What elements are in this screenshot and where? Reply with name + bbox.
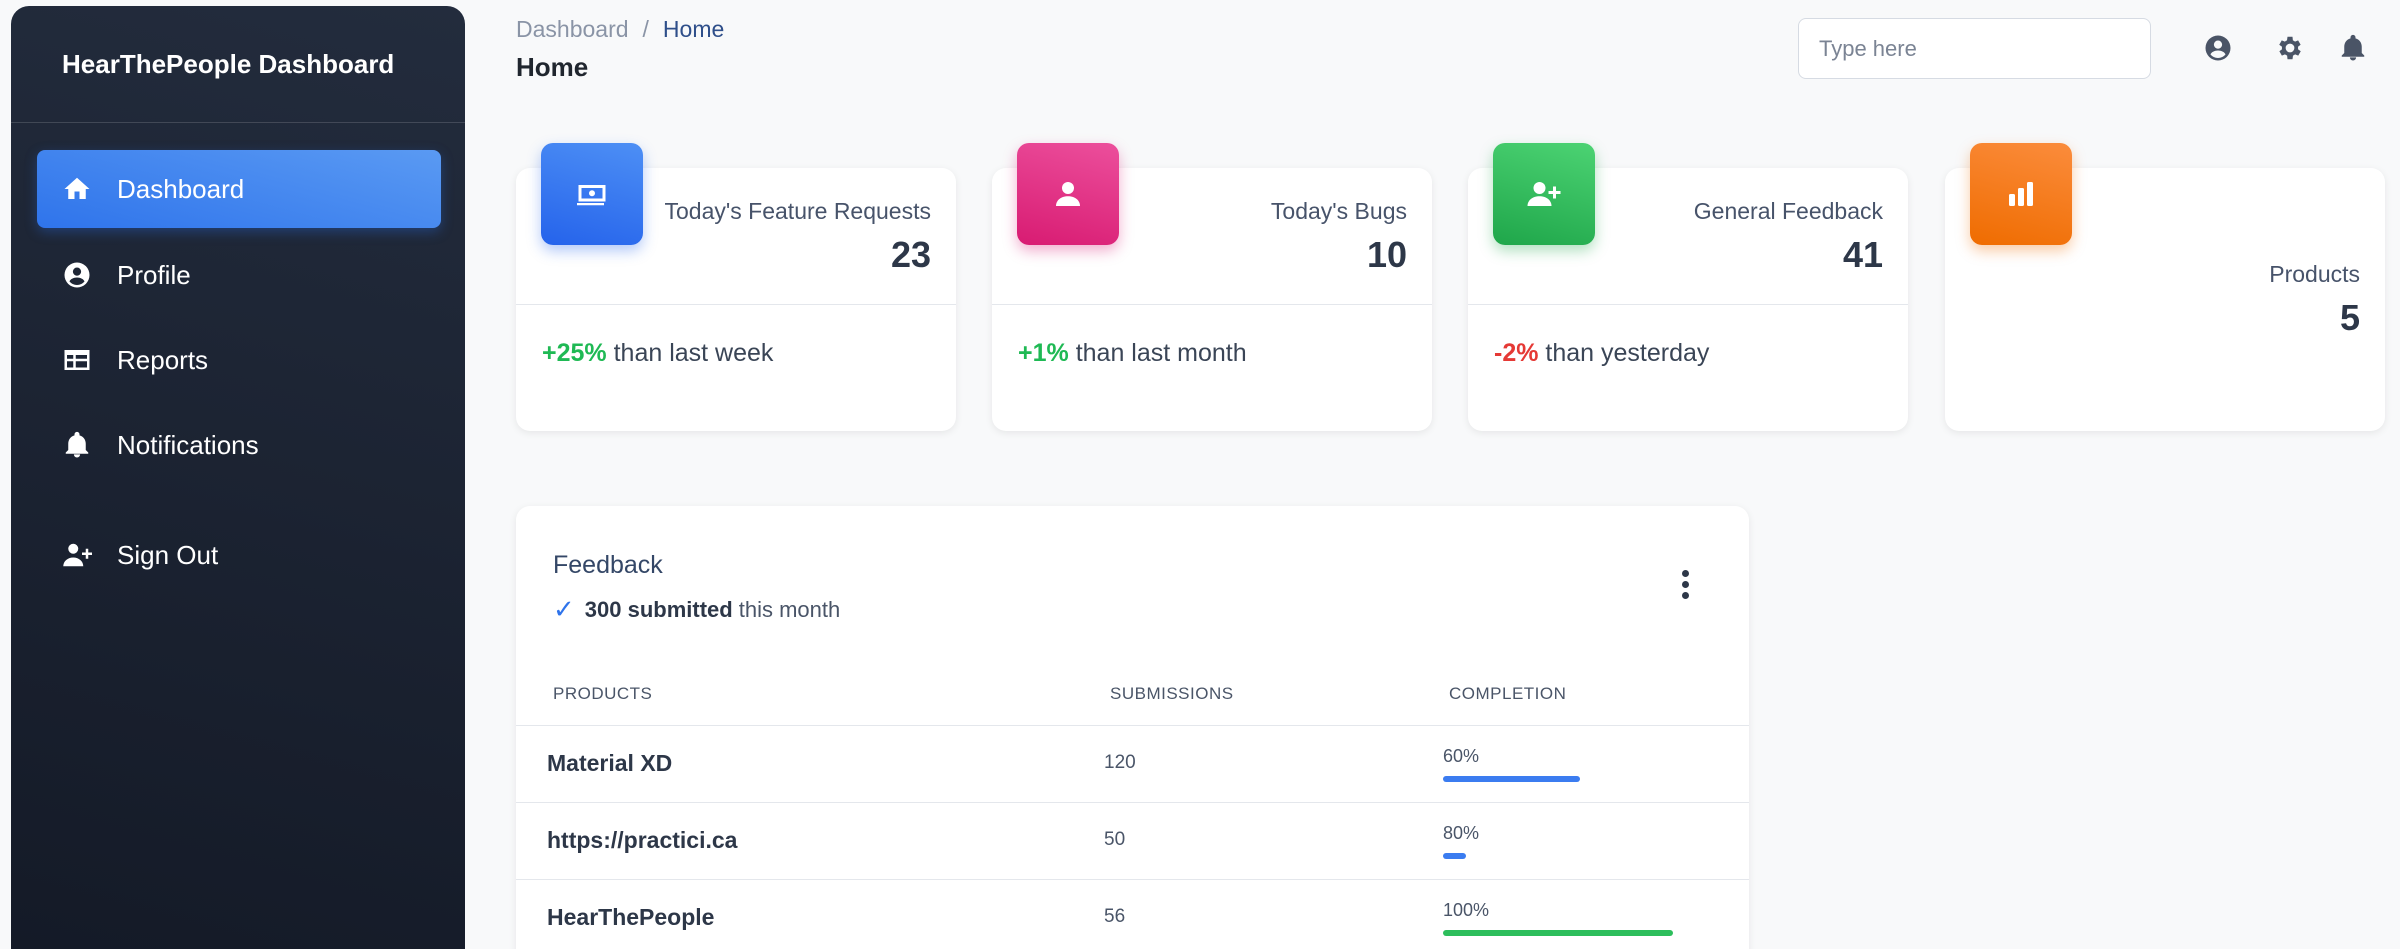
sidebar-item-reports[interactable]: Reports: [37, 321, 441, 399]
submitted-suffix: this month: [738, 596, 841, 622]
sidebar-item-dashboard[interactable]: Dashboard: [37, 150, 441, 228]
sidebar-item-label: Dashboard: [117, 173, 245, 204]
submission-count: 50: [1104, 829, 1126, 850]
stat-delta: -2%: [1494, 339, 1539, 367]
breadcrumb-separator: /: [642, 16, 649, 42]
stat-card-feature-requests: Today's Feature Requests 23 +25% than la…: [516, 143, 956, 431]
notifications-bell-icon[interactable]: [2338, 33, 2368, 63]
table-row[interactable]: HearThePeople 56 100%: [516, 879, 1749, 949]
breadcrumb-dashboard[interactable]: Dashboard: [516, 16, 629, 42]
panel-subtitle: ✓ 300 submitted this month: [553, 594, 840, 625]
column-header-submissions: SUBMISSIONS: [1110, 684, 1234, 703]
stat-footer: +1% than last month: [1018, 339, 1247, 368]
stat-card-general-feedback: General Feedback 41 -2% than yesterday: [1468, 143, 1908, 431]
completion-percent: 60%: [1443, 746, 1480, 766]
stat-card-bugs: Today's Bugs 10 +1% than last month: [992, 143, 1432, 431]
stat-label: Products: [2269, 261, 2360, 287]
user-plus-icon: [61, 539, 93, 571]
stat-footer: +25% than last week: [542, 339, 773, 368]
settings-gear-icon[interactable]: [2275, 33, 2305, 63]
person-add-icon: [1493, 143, 1595, 245]
sidebar-item-label: Profile: [117, 259, 191, 290]
page-title: Home: [516, 52, 589, 82]
submitted-count: 300 submitted: [584, 596, 733, 622]
sidebar-item-label: Sign Out: [117, 539, 219, 570]
stat-card-products: Products 5: [1945, 143, 2385, 431]
brand-title[interactable]: HearThePeople Dashboard: [11, 6, 465, 123]
breadcrumb-home: Home: [662, 16, 725, 42]
completion-percent: 80%: [1443, 823, 1480, 843]
stat-delta-text: than yesterday: [1545, 339, 1710, 367]
product-name: Material XD: [547, 750, 673, 776]
feedback-panel: Feedback ✓ 300 submitted this month PROD…: [516, 506, 1749, 949]
table-row[interactable]: Material XD 120 60%: [516, 725, 1749, 802]
stat-delta-text: than last week: [613, 339, 774, 367]
sidebar-item-notifications[interactable]: Notifications: [37, 406, 441, 484]
stat-delta-text: than last month: [1075, 339, 1247, 367]
submission-count: 56: [1104, 906, 1126, 927]
completion-bar: [1443, 776, 1580, 782]
table-row[interactable]: https://practici.ca 50 80%: [516, 802, 1749, 879]
sidebar-item-sign-out[interactable]: Sign Out: [37, 516, 441, 594]
stat-label: Today's Bugs: [1270, 198, 1407, 224]
divider: [1468, 304, 1908, 305]
search-input[interactable]: [1798, 18, 2151, 79]
sidebar-item-profile[interactable]: Profile: [37, 236, 441, 314]
stat-value: 41: [1842, 234, 1883, 275]
completion-percent: 100%: [1443, 900, 1490, 920]
sidebar: HearThePeople Dashboard Dashboard Profil…: [11, 6, 465, 949]
stat-value: 10: [1366, 234, 1407, 275]
home-icon: [61, 173, 93, 205]
check-icon: ✓: [553, 594, 575, 624]
sidebar-item-label: Reports: [117, 344, 209, 375]
user-circle-icon: [61, 259, 93, 291]
money-icon: [541, 143, 643, 245]
product-name: HearThePeople: [547, 904, 715, 930]
person-icon: [1017, 143, 1119, 245]
stat-label: Today's Feature Requests: [664, 198, 931, 224]
more-options-icon[interactable]: [1679, 568, 1691, 600]
column-header-completion: COMPLETION: [1449, 684, 1567, 703]
stat-delta: +1%: [1018, 339, 1069, 367]
breadcrumb: Dashboard / Home: [516, 16, 724, 43]
submission-count: 120: [1104, 752, 1136, 773]
product-name: https://practici.ca: [547, 827, 738, 853]
table-icon: [61, 344, 93, 376]
divider: [992, 304, 1432, 305]
column-header-products: PRODUCTS: [553, 684, 653, 703]
account-icon[interactable]: [2203, 33, 2233, 63]
stat-label: General Feedback: [1693, 198, 1883, 224]
completion-bar: [1443, 930, 1673, 936]
stat-value: 5: [2339, 297, 2360, 338]
bar-chart-icon: [1970, 143, 2072, 245]
stat-footer: -2% than yesterday: [1494, 339, 1709, 368]
stat-delta: +25%: [542, 339, 607, 367]
stat-value: 23: [890, 234, 931, 275]
sidebar-item-label: Notifications: [117, 429, 259, 460]
completion-bar: [1443, 853, 1466, 859]
bell-icon: [61, 429, 93, 461]
panel-title: Feedback: [553, 551, 663, 579]
divider: [516, 304, 956, 305]
